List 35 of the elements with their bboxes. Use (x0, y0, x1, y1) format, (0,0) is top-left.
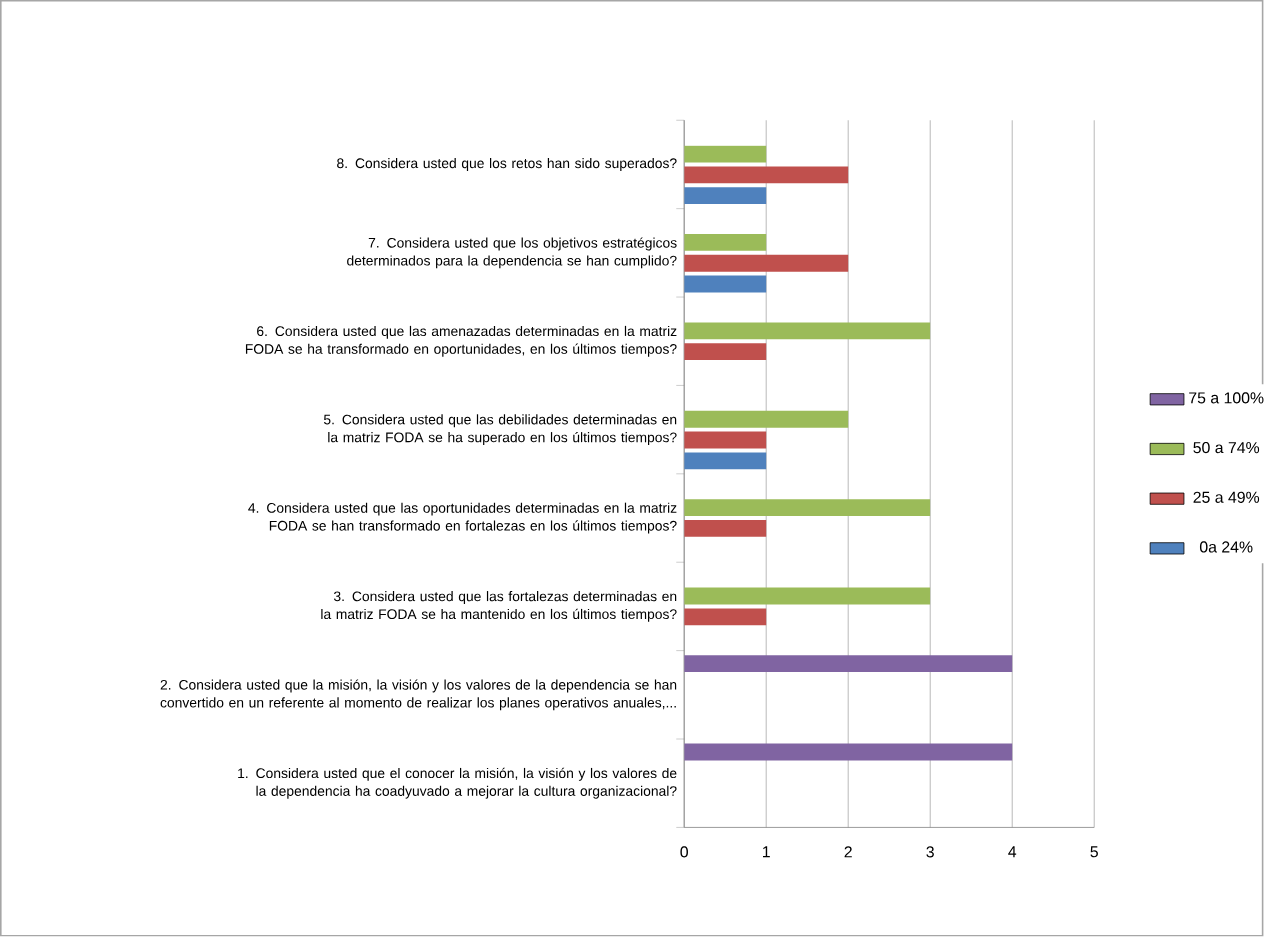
y-tick-label: 6. Considera usted que las amenazadas determinadas en la matriz FODA se ha transformado en oportunidades, en los últimos tiempos? (245, 326, 677, 357)
legend-label: 75 a 100% (1189, 392, 1264, 404)
bar (684, 234, 767, 252)
y-tick-label: 4. Considera usted que las oportunidades determinadas en la matriz FODA se han transformado en fortalezas en los últimos tiempos? (248, 502, 677, 534)
y-tick-label: 2. Considera usted que la misión, la visión y los valores de la dependencia se han convertido en un referente al momento de realizar los planes operativos anuales,... (160, 679, 677, 711)
bar (684, 411, 849, 428)
bar (684, 499, 931, 517)
x-tick-label: 0 (680, 846, 688, 858)
bar (684, 608, 767, 626)
bar (684, 743, 1013, 761)
y-tick-label: 7. Considera usted que los objetivos estratégicos determinados para la dependencia se han cumplido? (347, 237, 677, 269)
legend-label: 25 a 49% (1193, 491, 1260, 504)
legend-label: 50 a 74% (1193, 442, 1260, 454)
bar (684, 343, 767, 361)
x-tick-label: 2 (844, 846, 852, 858)
bar (684, 431, 767, 449)
x-tick-label: 1 (763, 846, 770, 858)
y-tick-label: 5. Considera usted que las debilidades determinadas en la matriz FODA se ha superado en los últimos tiempos? (323, 414, 677, 446)
x-tick-label: 3 (926, 846, 934, 858)
x-tick-label: 4 (1008, 846, 1017, 858)
bar (684, 520, 767, 538)
bar (684, 275, 767, 293)
bar (684, 587, 931, 605)
y-tick-label: 1. Considera usted que el conocer la misión, la visión y los valores de la dependencia ha coadyuvado a mejorar la cultura organizacional? (238, 768, 677, 799)
y-tick-label: 8. Considera usted que los retos han sido superados? (337, 158, 677, 172)
bar (684, 452, 767, 470)
bar (684, 145, 767, 163)
x-tick-label: 5 (1090, 846, 1098, 858)
bar (684, 166, 849, 184)
bar (684, 655, 1013, 673)
legend-label: 0a 24% (1199, 541, 1253, 553)
bar (684, 322, 931, 340)
bar (684, 187, 767, 205)
y-tick-label: 3. Considera usted que las fortalezas determinadas en la matriz FODA se ha mantenido en los últimos tiempos? (321, 591, 677, 623)
bar (684, 255, 849, 272)
